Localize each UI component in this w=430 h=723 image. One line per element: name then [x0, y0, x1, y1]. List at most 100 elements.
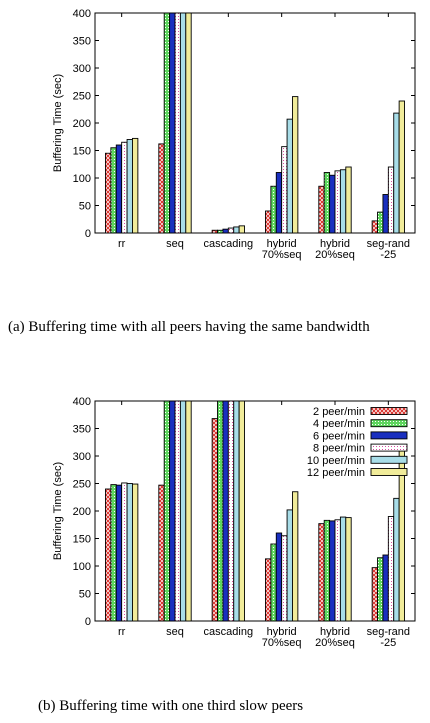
legend-swatch	[370, 455, 408, 464]
y-tick-label: 250	[73, 479, 91, 491]
plot-frame	[94, 400, 416, 622]
legend-swatch	[370, 443, 408, 452]
bar	[387, 516, 395, 622]
bar	[345, 517, 352, 622]
bar	[334, 170, 341, 234]
bar	[179, 12, 187, 234]
x-tick-label: 20%seq	[315, 249, 355, 261]
bar	[270, 543, 277, 622]
x-tick-label: seq	[166, 626, 184, 638]
x-tick-label: hybrid	[320, 238, 350, 250]
legend-label: 4 peer/min	[313, 418, 365, 430]
bar	[238, 225, 245, 234]
y-tick-label: 200	[73, 118, 91, 130]
bar	[105, 152, 112, 234]
y-axis-label: Buffering Time (sec)	[52, 462, 64, 560]
y-tick-label: 50	[79, 589, 91, 601]
bar	[163, 400, 171, 622]
bar	[275, 532, 283, 622]
bar	[318, 185, 325, 234]
bar	[105, 488, 112, 622]
bar	[158, 484, 165, 622]
bar	[115, 484, 123, 622]
x-tick-label: cascading	[204, 238, 254, 250]
y-tick-label: 0	[85, 616, 91, 628]
bar	[329, 174, 336, 234]
bar	[265, 558, 272, 622]
x-tick-label: rr	[118, 626, 126, 638]
bar	[110, 147, 117, 234]
bar	[393, 497, 400, 622]
bar	[115, 144, 123, 234]
bar	[169, 12, 176, 234]
x-tick-label: hybrid	[320, 626, 350, 638]
x-tick-label: seg-rand	[367, 626, 410, 638]
bar	[286, 509, 293, 622]
bar	[174, 400, 181, 622]
bar	[281, 535, 288, 622]
bar	[377, 557, 384, 622]
legend-swatch	[370, 419, 408, 428]
plot-frame	[94, 12, 416, 234]
bar	[281, 146, 288, 234]
y-tick-label: 400	[73, 8, 91, 20]
x-tick-label: hybrid	[267, 238, 297, 250]
bar	[179, 400, 187, 622]
legend-label: 12 peer/min	[307, 467, 365, 479]
bar	[222, 400, 229, 622]
bar	[398, 100, 405, 234]
bar	[270, 185, 277, 234]
bar	[126, 139, 133, 234]
x-tick-label: 70%seq	[262, 249, 302, 261]
y-tick-label: 150	[73, 534, 91, 546]
caption-a: (a) Buffering time with all peers having…	[8, 319, 370, 335]
bar	[169, 400, 176, 622]
bar	[132, 137, 139, 234]
bar	[292, 491, 299, 622]
bar	[387, 166, 395, 234]
bar	[121, 141, 128, 234]
legend-label: 10 peer/min	[307, 455, 365, 467]
y-tick-label: 100	[73, 561, 91, 573]
bar	[174, 12, 181, 234]
y-tick-label: 150	[73, 146, 91, 158]
bar	[371, 567, 378, 622]
bar	[382, 194, 389, 234]
legend-label: 8 peer/min	[313, 443, 365, 455]
caption-b: (b) Buffering time with one third slow p…	[38, 698, 304, 714]
y-tick-label: 50	[79, 201, 91, 213]
bar	[238, 400, 245, 622]
bar	[222, 228, 229, 234]
bar	[217, 400, 224, 622]
chart-a: 0 50 100 150 200 250 300 350 400 Buffering Time (…	[52, 8, 416, 261]
bar	[217, 229, 224, 234]
bar	[110, 484, 117, 622]
bar	[211, 229, 218, 234]
bar	[398, 450, 405, 622]
bar	[132, 483, 139, 622]
bar	[292, 96, 299, 234]
x-tick-label: seg-rand	[367, 238, 410, 250]
legend-swatch	[370, 431, 408, 440]
x-tick-label: 20%seq	[315, 637, 355, 649]
bar	[339, 169, 347, 234]
bar	[323, 519, 331, 622]
y-tick-label: 300	[73, 63, 91, 75]
chart-b: 0 50 100 150 200 250 300 350 400 Buffering Time (…	[52, 396, 416, 649]
x-tick-label: rr	[118, 238, 126, 250]
y-tick-label: 350	[73, 424, 91, 436]
x-tick-label: -25	[380, 637, 396, 649]
y-tick-label: 100	[73, 173, 91, 185]
y-tick-label: 300	[73, 451, 91, 463]
bar	[334, 519, 341, 622]
x-tick-label: cascading	[204, 626, 254, 638]
y-tick-label: 250	[73, 91, 91, 103]
legend-swatch	[370, 407, 408, 415]
bar	[377, 211, 384, 234]
y-tick-label: 400	[73, 396, 91, 408]
chart-panel-a: 0 50 100 150 200 250 300 350 400 Buffering Time (…	[0, 0, 430, 300]
bar	[233, 226, 240, 234]
y-tick-label: 200	[73, 506, 91, 518]
y-tick-label: 350	[73, 36, 91, 48]
